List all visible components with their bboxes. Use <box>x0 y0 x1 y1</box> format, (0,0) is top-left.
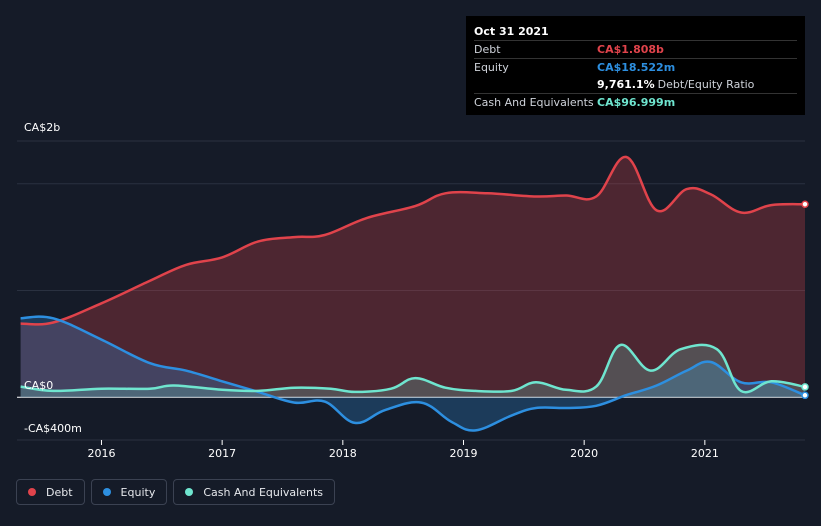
tooltip-debt-row: Debt CA$1.808b <box>474 40 797 58</box>
tooltip-ratio-row: 9,761.1% Debt/Equity Ratio <box>474 76 797 93</box>
tooltip-equity-value: CA$18.522m <box>597 61 676 74</box>
x-axis-labels: 2016 2017 2018 2019 2020 2021 <box>87 447 718 460</box>
series-lines <box>20 155 806 432</box>
area-cash <box>20 344 806 398</box>
line-cash <box>20 343 806 394</box>
tooltip-date: Oct 31 2021 <box>474 25 549 38</box>
y-tick-label: CA$0 <box>24 379 53 392</box>
tooltip-equity-label: Equity <box>474 61 509 74</box>
tooltip-ratio-value: 9,761.1% <box>597 78 655 91</box>
x-tick-label: 2018 <box>329 447 357 460</box>
tooltip-cash-value: CA$96.999m <box>597 96 676 109</box>
legend-item-debt[interactable]: Debt <box>16 479 85 505</box>
end-marker-equity <box>801 391 809 400</box>
end-marker-cash <box>801 383 809 391</box>
tooltip-cash-label: Cash And Equivalents <box>474 96 594 109</box>
y-axis-labels: CA$2b CA$0 -CA$400m <box>24 121 82 435</box>
legend-dot-debt <box>28 488 36 496</box>
x-tick-label: 2019 <box>449 447 477 460</box>
chart-legend: Debt Equity Cash And Equivalents <box>16 479 335 507</box>
y-tick-label: CA$2b <box>24 121 60 134</box>
legend-label-cash: Cash And Equivalents <box>203 485 323 499</box>
series-areas <box>20 156 806 431</box>
line-debt <box>20 155 806 326</box>
tooltip-debt-value: CA$1.808b <box>597 43 664 56</box>
line-equity <box>20 315 806 432</box>
legend-item-equity[interactable]: Equity <box>90 479 168 505</box>
tooltip-equity-row: Equity CA$18.522m <box>474 58 797 76</box>
tooltip-ratio-label: Debt/Equity Ratio <box>657 78 755 91</box>
legend-label-equity: Equity <box>120 485 156 499</box>
area-debt <box>20 156 806 398</box>
x-tick-label: 2017 <box>208 447 236 460</box>
y-tick-label: -CA$400m <box>24 422 82 435</box>
tooltip-cash-row: Cash And Equivalents CA$96.999m <box>474 93 797 111</box>
x-tick-label: 2020 <box>570 447 598 460</box>
area-equity <box>20 316 806 431</box>
legend-dot-equity <box>102 488 111 496</box>
grid-lines <box>17 140 805 445</box>
legend-dot-cash <box>185 488 194 496</box>
tooltip-debt-label: Debt <box>474 43 501 56</box>
x-tick-label: 2021 <box>691 447 719 460</box>
end-marker-debt <box>801 200 809 208</box>
x-tick-label: 2016 <box>87 447 115 460</box>
legend-item-cash[interactable]: Cash And Equivalents <box>173 479 335 505</box>
legend-label-debt: Debt <box>46 485 73 499</box>
data-tooltip: Oct 31 2021 Debt CA$1.808b Equity CA$18.… <box>466 16 805 115</box>
end-markers <box>801 200 809 400</box>
